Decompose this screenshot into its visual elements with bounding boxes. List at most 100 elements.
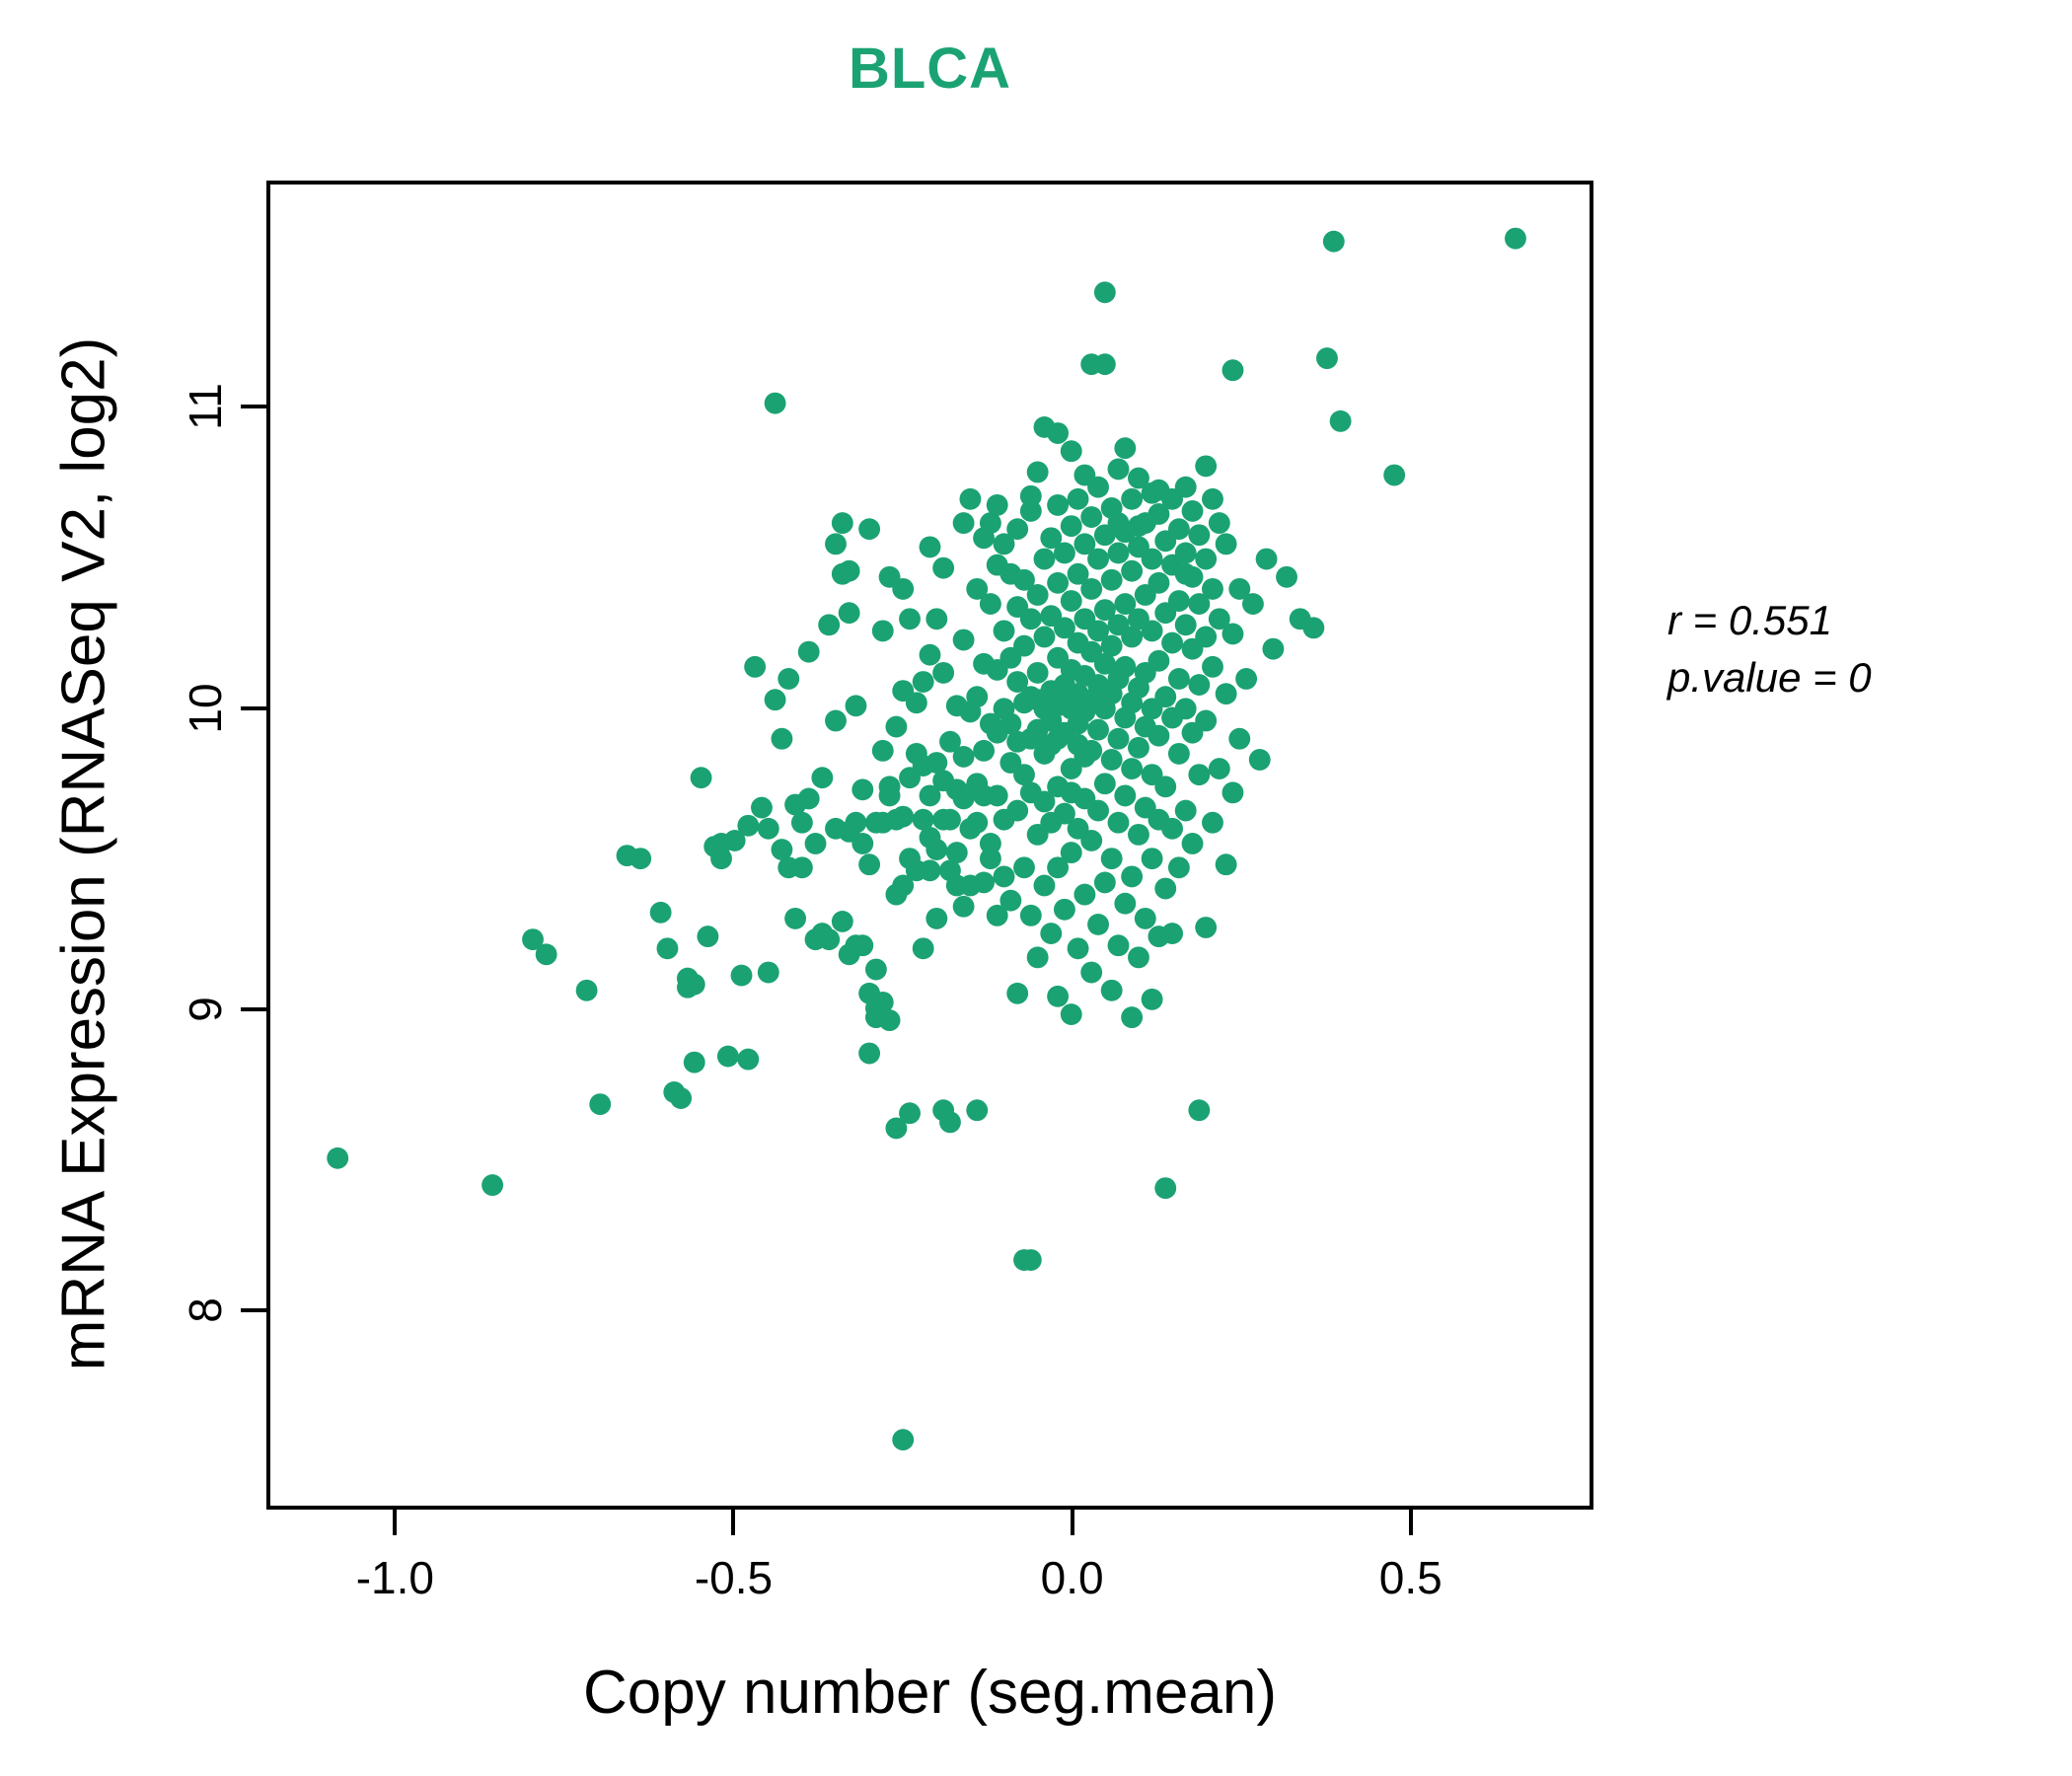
data-point (757, 961, 779, 984)
data-point (1067, 937, 1089, 960)
data-point (481, 1174, 504, 1197)
data-point (1013, 568, 1035, 591)
data-point (1114, 437, 1137, 460)
data-point (1208, 512, 1230, 535)
y-tick-mark (241, 1308, 266, 1313)
data-point (858, 518, 881, 541)
y-tick-mark (241, 1006, 266, 1011)
data-point (838, 602, 860, 625)
data-point (1221, 623, 1244, 645)
data-point (1215, 683, 1237, 705)
data-point (790, 856, 813, 879)
data-point (764, 689, 786, 711)
data-point (939, 1111, 961, 1134)
y-tick-label: 8 (180, 1297, 231, 1324)
data-point (1107, 458, 1130, 481)
data-point (1121, 758, 1144, 780)
data-point (1013, 634, 1035, 657)
data-point (1093, 871, 1116, 894)
data-point (1107, 542, 1130, 564)
data-point (1093, 652, 1116, 675)
data-point (1100, 634, 1123, 657)
data-point (1202, 577, 1223, 600)
data-point (831, 910, 853, 932)
data-point (1080, 830, 1103, 851)
data-point (1026, 661, 1049, 684)
data-point (690, 767, 712, 789)
data-point (831, 512, 853, 535)
data-point (999, 889, 1022, 912)
data-point (979, 833, 1001, 854)
data-point (1114, 655, 1137, 678)
x-tick-label: -0.5 (694, 1552, 774, 1603)
data-point (1100, 848, 1123, 870)
data-point (892, 805, 915, 828)
data-point (737, 1048, 760, 1071)
data-point (790, 811, 813, 834)
data-point (1161, 923, 1184, 945)
data-point (1141, 620, 1163, 642)
data-point (1073, 883, 1096, 906)
data-point (1006, 982, 1029, 1004)
data-point (952, 895, 975, 918)
data-point (899, 1102, 921, 1125)
data-point (952, 745, 975, 768)
data-point (885, 1117, 908, 1140)
x-tick-label: 0.5 (1378, 1552, 1443, 1603)
x-tick-label: -1.0 (355, 1552, 435, 1603)
data-point (1114, 784, 1137, 807)
data-point (851, 934, 874, 957)
data-point (1221, 359, 1244, 382)
data-point (999, 712, 1022, 735)
data-point (589, 1093, 612, 1116)
data-point (1174, 476, 1197, 498)
data-point (797, 787, 820, 810)
page-title: BLCA (848, 37, 1012, 101)
data-point (1128, 946, 1149, 969)
data-point (925, 839, 948, 860)
data-point (649, 901, 672, 924)
data-point (966, 811, 989, 834)
data-point (1128, 736, 1149, 759)
annotation-pvalue: p.value = 0 (1667, 653, 1872, 701)
data-point (973, 871, 996, 894)
data-point (771, 839, 793, 860)
data-point (1033, 626, 1056, 648)
data-point (986, 904, 1008, 926)
data-point (1053, 802, 1075, 825)
data-point (1174, 614, 1197, 636)
data-point (858, 1042, 881, 1065)
data-point (1128, 823, 1149, 846)
data-point (327, 1147, 349, 1169)
data-point (723, 830, 746, 851)
data-point (1228, 577, 1251, 600)
data-point (1100, 749, 1123, 771)
data-point (1093, 599, 1116, 622)
data-point (892, 874, 915, 897)
data-point (1147, 479, 1170, 501)
y-tick-label: 9 (180, 997, 231, 1022)
data-point (1128, 515, 1149, 538)
data-point (1047, 856, 1070, 879)
data-point (1128, 467, 1149, 489)
data-point (1019, 608, 1042, 630)
data-point (1107, 811, 1130, 834)
data-point (683, 973, 705, 996)
data-point (1262, 637, 1285, 660)
data-point (1154, 877, 1177, 900)
data-point (871, 620, 894, 642)
data-point (1195, 917, 1218, 938)
data-point (1026, 461, 1049, 483)
data-point (1121, 487, 1144, 510)
data-point (1202, 655, 1223, 678)
data-point (710, 848, 732, 870)
data-point (1167, 668, 1190, 690)
data-point (912, 671, 934, 693)
data-point (737, 814, 760, 837)
annotation-r: r = 0.551 (1667, 597, 1832, 643)
data-point (1188, 1099, 1211, 1122)
data-point (1154, 776, 1177, 798)
data-point (966, 1099, 989, 1122)
data-point (966, 686, 989, 708)
data-point (1167, 742, 1190, 765)
